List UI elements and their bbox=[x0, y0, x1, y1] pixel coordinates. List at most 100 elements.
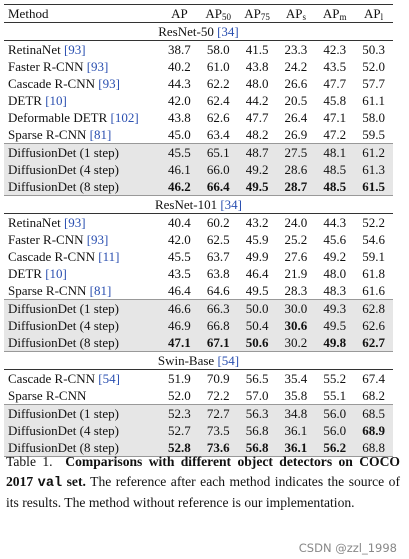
value-text: 73.5 bbox=[206, 423, 230, 438]
header-main: AP bbox=[171, 6, 188, 21]
value-text: 59.5 bbox=[362, 127, 385, 142]
method-name: DiffusionDet (1 step) bbox=[8, 301, 119, 316]
ours-row: DiffusionDet (1 step) 45.5 65.1 48.7 27.5 48.… bbox=[4, 143, 393, 161]
method-ref: [11] bbox=[98, 249, 120, 264]
method-name: DETR bbox=[8, 266, 42, 281]
value-cell: 49.3 bbox=[315, 299, 355, 317]
section-ref: [54] bbox=[217, 353, 240, 368]
value-text: 61.1 bbox=[362, 93, 385, 108]
caption-code: val bbox=[37, 475, 63, 491]
value-cell: 68.8 bbox=[354, 439, 393, 457]
value-cell: 36.1 bbox=[276, 439, 316, 457]
value-cell: 58.0 bbox=[199, 41, 238, 59]
value-text: 52.8 bbox=[168, 440, 191, 455]
value-text: 23.3 bbox=[284, 42, 308, 57]
value-cell: 67.4 bbox=[354, 370, 393, 388]
value-text: 58.0 bbox=[206, 42, 230, 57]
value-text: 62.5 bbox=[206, 232, 230, 247]
value-cell: 48.5 bbox=[315, 161, 355, 178]
value-text: 20.5 bbox=[284, 93, 308, 108]
value-cell: 49.5 bbox=[237, 178, 277, 196]
header-sub: s bbox=[302, 12, 306, 22]
section-title: Swin-Base [54] bbox=[4, 351, 393, 370]
method-row: DETR [10] 43.5 63.8 46.4 21.9 48.0 61.8 bbox=[4, 265, 393, 282]
ours-row: DiffusionDet (8 step) 46.2 66.4 49.5 28.7 48.… bbox=[4, 178, 393, 196]
value-cell: 44.3 bbox=[160, 75, 199, 92]
value-cell: 49.8 bbox=[315, 334, 355, 352]
header-sub: l bbox=[380, 12, 384, 22]
value-cell: 72.2 bbox=[199, 387, 238, 405]
ours-row: DiffusionDet (1 step) 52.3 72.7 56.3 34.8 56.… bbox=[4, 404, 393, 422]
value-text: 49.2 bbox=[323, 249, 347, 264]
results-table: Method AP AP50 AP75 APs APm APl ResNet-50 [34] R… bbox=[4, 4, 393, 457]
value-cell: 48.1 bbox=[315, 143, 355, 161]
value-text: 56.0 bbox=[323, 423, 347, 438]
value-text: 35.4 bbox=[284, 371, 308, 386]
header-cell: APl bbox=[354, 4, 393, 23]
value-cell: 56.0 bbox=[315, 422, 355, 439]
method-ref: [102] bbox=[110, 110, 139, 125]
value-text: 43.5 bbox=[168, 266, 191, 281]
section-ref: [34] bbox=[220, 197, 243, 212]
value-cell: 47.1 bbox=[315, 109, 354, 126]
ours-row: DiffusionDet (4 step) 46.9 66.8 50.4 30.6 49.… bbox=[4, 317, 393, 334]
value-text: 43.5 bbox=[323, 59, 347, 74]
value-cell: 55.2 bbox=[315, 370, 354, 388]
value-text: 61.6 bbox=[362, 283, 385, 298]
value-cell: 48.0 bbox=[315, 265, 354, 282]
value-cell: 23.3 bbox=[276, 41, 315, 59]
method-name: DiffusionDet (4 step) bbox=[8, 318, 119, 333]
value-text: 56.2 bbox=[323, 440, 347, 455]
method-ref: [93] bbox=[98, 76, 120, 91]
method-cell: Deformable DETR [102] bbox=[4, 109, 160, 126]
value-cell: 49.9 bbox=[238, 248, 277, 265]
value-text: 62.6 bbox=[362, 318, 385, 333]
value-cell: 67.1 bbox=[198, 334, 238, 352]
method-cell: DiffusionDet (1 step) bbox=[4, 143, 160, 161]
method-cell: DETR [10] bbox=[4, 92, 160, 109]
method-name: Faster R-CNN bbox=[8, 59, 84, 74]
value-text: 49.9 bbox=[245, 249, 269, 264]
value-text: 66.0 bbox=[206, 162, 230, 177]
value-text: 55.2 bbox=[323, 371, 347, 386]
value-text: 42.3 bbox=[323, 42, 347, 57]
method-cell: DiffusionDet (1 step) bbox=[4, 299, 160, 317]
value-cell: 36.1 bbox=[276, 422, 316, 439]
value-cell: 25.2 bbox=[276, 231, 315, 248]
method-name: Cascade R-CNN bbox=[8, 371, 96, 386]
value-text: 67.4 bbox=[362, 371, 385, 386]
value-text: 40.2 bbox=[168, 59, 191, 74]
method-name: DETR bbox=[8, 93, 42, 108]
value-text: 57.7 bbox=[362, 76, 385, 91]
value-cell: 61.1 bbox=[354, 92, 393, 109]
method-cell: Cascade R-CNN [54] bbox=[4, 370, 160, 388]
value-text: 48.7 bbox=[245, 145, 269, 160]
method-cell: DiffusionDet (4 step) bbox=[4, 161, 160, 178]
value-cell: 66.4 bbox=[198, 178, 238, 196]
value-text: 38.7 bbox=[168, 42, 191, 57]
value-text: 35.8 bbox=[284, 388, 308, 403]
value-text: 34.8 bbox=[284, 406, 308, 421]
method-name: Faster R-CNN bbox=[8, 232, 84, 247]
value-text: 36.1 bbox=[284, 440, 308, 455]
header-main: AP bbox=[285, 6, 303, 21]
value-text: 50.6 bbox=[245, 335, 269, 350]
value-text: 52.2 bbox=[362, 215, 385, 230]
header-main: AP bbox=[244, 6, 261, 21]
value-cell: 64.6 bbox=[199, 282, 238, 300]
value-cell: 49.5 bbox=[315, 317, 355, 334]
method-name: Sparse R-CNN bbox=[8, 388, 87, 403]
value-cell: 72.7 bbox=[198, 404, 238, 422]
value-cell: 57.0 bbox=[238, 387, 277, 405]
value-cell: 44.3 bbox=[315, 214, 354, 232]
value-cell: 70.9 bbox=[199, 370, 238, 388]
value-cell: 56.5 bbox=[238, 370, 277, 388]
value-cell: 59.5 bbox=[354, 126, 393, 144]
value-cell: 48.7 bbox=[237, 143, 277, 161]
value-text: 45.9 bbox=[245, 232, 269, 247]
value-cell: 50.6 bbox=[237, 334, 277, 352]
value-cell: 48.0 bbox=[238, 75, 277, 92]
value-text: 47.1 bbox=[323, 110, 347, 125]
value-text: 68.8 bbox=[362, 440, 385, 455]
